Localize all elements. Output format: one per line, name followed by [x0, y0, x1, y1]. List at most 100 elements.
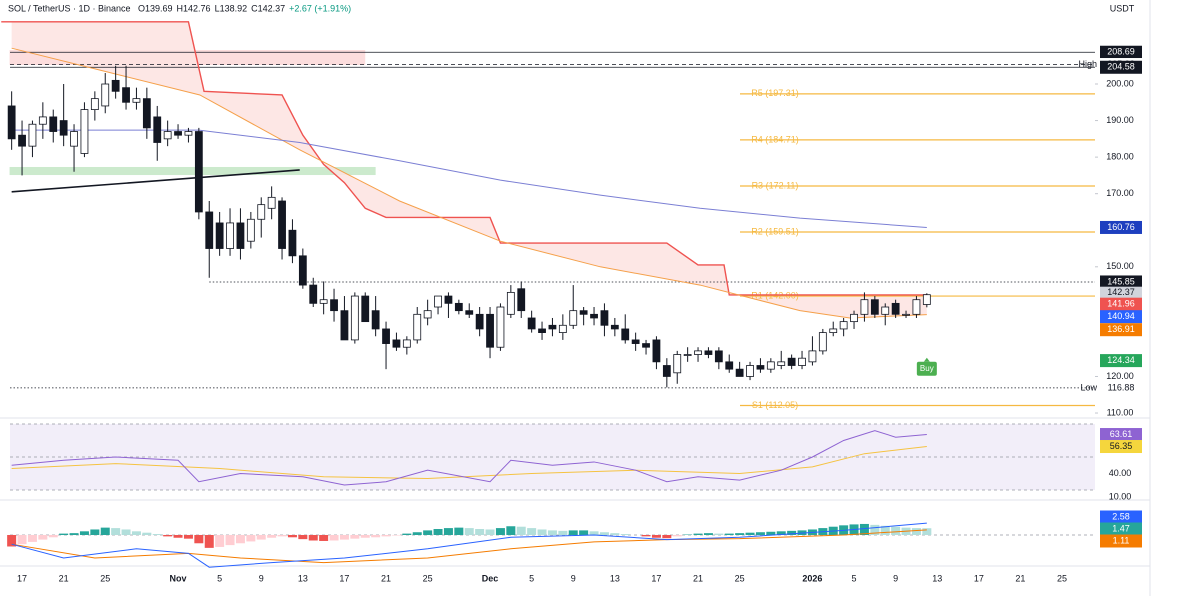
overlay-line: [11, 129, 927, 228]
macd-bar: [443, 528, 453, 535]
macd-bar: [527, 528, 537, 535]
macd-label-text: 1.11: [1113, 535, 1130, 545]
macd-bar: [17, 534, 27, 545]
candle-body: [122, 87, 130, 103]
candle-body: [506, 291, 515, 315]
macd-bar: [891, 526, 901, 535]
x-tick-label: 9: [571, 573, 576, 583]
x-tick-label: 9: [893, 573, 898, 583]
macd-bar: [79, 531, 89, 535]
candle-body: [839, 321, 848, 330]
header-value: H142.76: [177, 3, 211, 13]
y-tick-label: 110.00: [1107, 407, 1134, 417]
price-label: [1100, 60, 1142, 74]
macd-bar: [142, 532, 152, 535]
macd-bar: [859, 523, 869, 535]
rsi-label: [1100, 428, 1142, 442]
macd-bar: [412, 532, 422, 535]
macd-bar: [787, 530, 797, 535]
candle-body: [350, 295, 359, 341]
candle-body: [610, 324, 619, 330]
candle-body: [49, 116, 58, 132]
pivot-label: R4 (184.71): [751, 134, 799, 144]
candle-body: [226, 222, 234, 249]
y-tick-label: 190.00: [1106, 115, 1134, 125]
candle-body: [330, 299, 338, 312]
macd-bar: [350, 534, 360, 539]
macd-bar: [506, 526, 516, 535]
x-tick-label: 13: [932, 573, 942, 583]
macd-bar: [360, 534, 370, 538]
candle-body: [673, 354, 682, 374]
candle-body: [402, 339, 411, 348]
x-tick-label: 9: [259, 573, 264, 583]
rsi-label-text: 63.61: [1110, 429, 1133, 439]
price-label-text: 136.91: [1107, 324, 1135, 334]
price-label: [1100, 297, 1142, 311]
candle-body: [205, 211, 214, 249]
price-tag: Low: [1080, 382, 1097, 392]
candle-body: [912, 299, 921, 315]
macd-bar: [194, 534, 204, 544]
candle-body: [558, 324, 567, 334]
macd-bar: [371, 534, 381, 538]
candle-body: [319, 299, 328, 304]
macd-bar: [703, 533, 713, 535]
candle-body: [298, 255, 307, 286]
candle-body: [163, 131, 172, 140]
macd-bar: [183, 534, 193, 539]
macd-bar: [225, 534, 235, 546]
buy-marker: [916, 361, 937, 376]
macd-bar: [651, 534, 661, 538]
x-tick-label: 5: [217, 573, 222, 583]
macd-bar: [724, 533, 734, 535]
macd-bar: [131, 531, 141, 535]
macd-bar: [589, 531, 599, 535]
macd-bar: [111, 528, 121, 535]
candle-body: [569, 310, 578, 326]
x-tick-label: 25: [1057, 573, 1067, 583]
buy-marker-tip: [923, 357, 930, 362]
candle-body: [267, 196, 276, 209]
candle-body: [28, 123, 37, 147]
candle-body: [725, 361, 734, 370]
x-tick-label: 13: [298, 573, 308, 583]
macd-bar: [329, 534, 339, 541]
x-tick-label: 21: [1015, 573, 1025, 583]
x-tick-label: 21: [693, 573, 703, 583]
candle-body: [714, 350, 723, 363]
macd-bar: [298, 534, 308, 540]
candle-body: [423, 310, 432, 319]
candle-body: [90, 98, 99, 110]
y-tick-label: 150.00: [1106, 261, 1134, 271]
macd-bar: [381, 534, 391, 537]
candle-body: [850, 313, 858, 323]
macd-bar: [433, 529, 443, 535]
price-label: [1100, 220, 1142, 234]
currency: USDT: [1110, 3, 1135, 13]
cloud-fill: [11, 21, 927, 318]
zone: [9, 166, 376, 176]
macd-bar: [610, 533, 620, 535]
macd-bar: [100, 527, 110, 535]
candle-body: [361, 295, 370, 323]
candle-body: [756, 365, 765, 370]
candle-body: [184, 131, 193, 136]
x-tick-label: 17: [651, 573, 661, 583]
macd-label: [1100, 510, 1142, 524]
candle-body: [548, 324, 557, 330]
macd-bar: [693, 533, 703, 535]
scale-label: 10.00: [1109, 491, 1132, 501]
background: [0, 0, 1150, 596]
macd-bar: [922, 528, 932, 535]
x-tick-label: 2026: [802, 573, 822, 583]
price-label-text: 142.37: [1107, 287, 1135, 297]
overlay-line: [11, 47, 927, 319]
candle-body: [891, 302, 900, 315]
macd-bar: [735, 533, 745, 535]
y-tick-label: 120.00: [1106, 371, 1134, 381]
rsi-label-text: 56.35: [1110, 441, 1133, 451]
price-label: [1100, 323, 1142, 337]
candle-body: [392, 339, 401, 348]
candle-body: [735, 368, 744, 377]
